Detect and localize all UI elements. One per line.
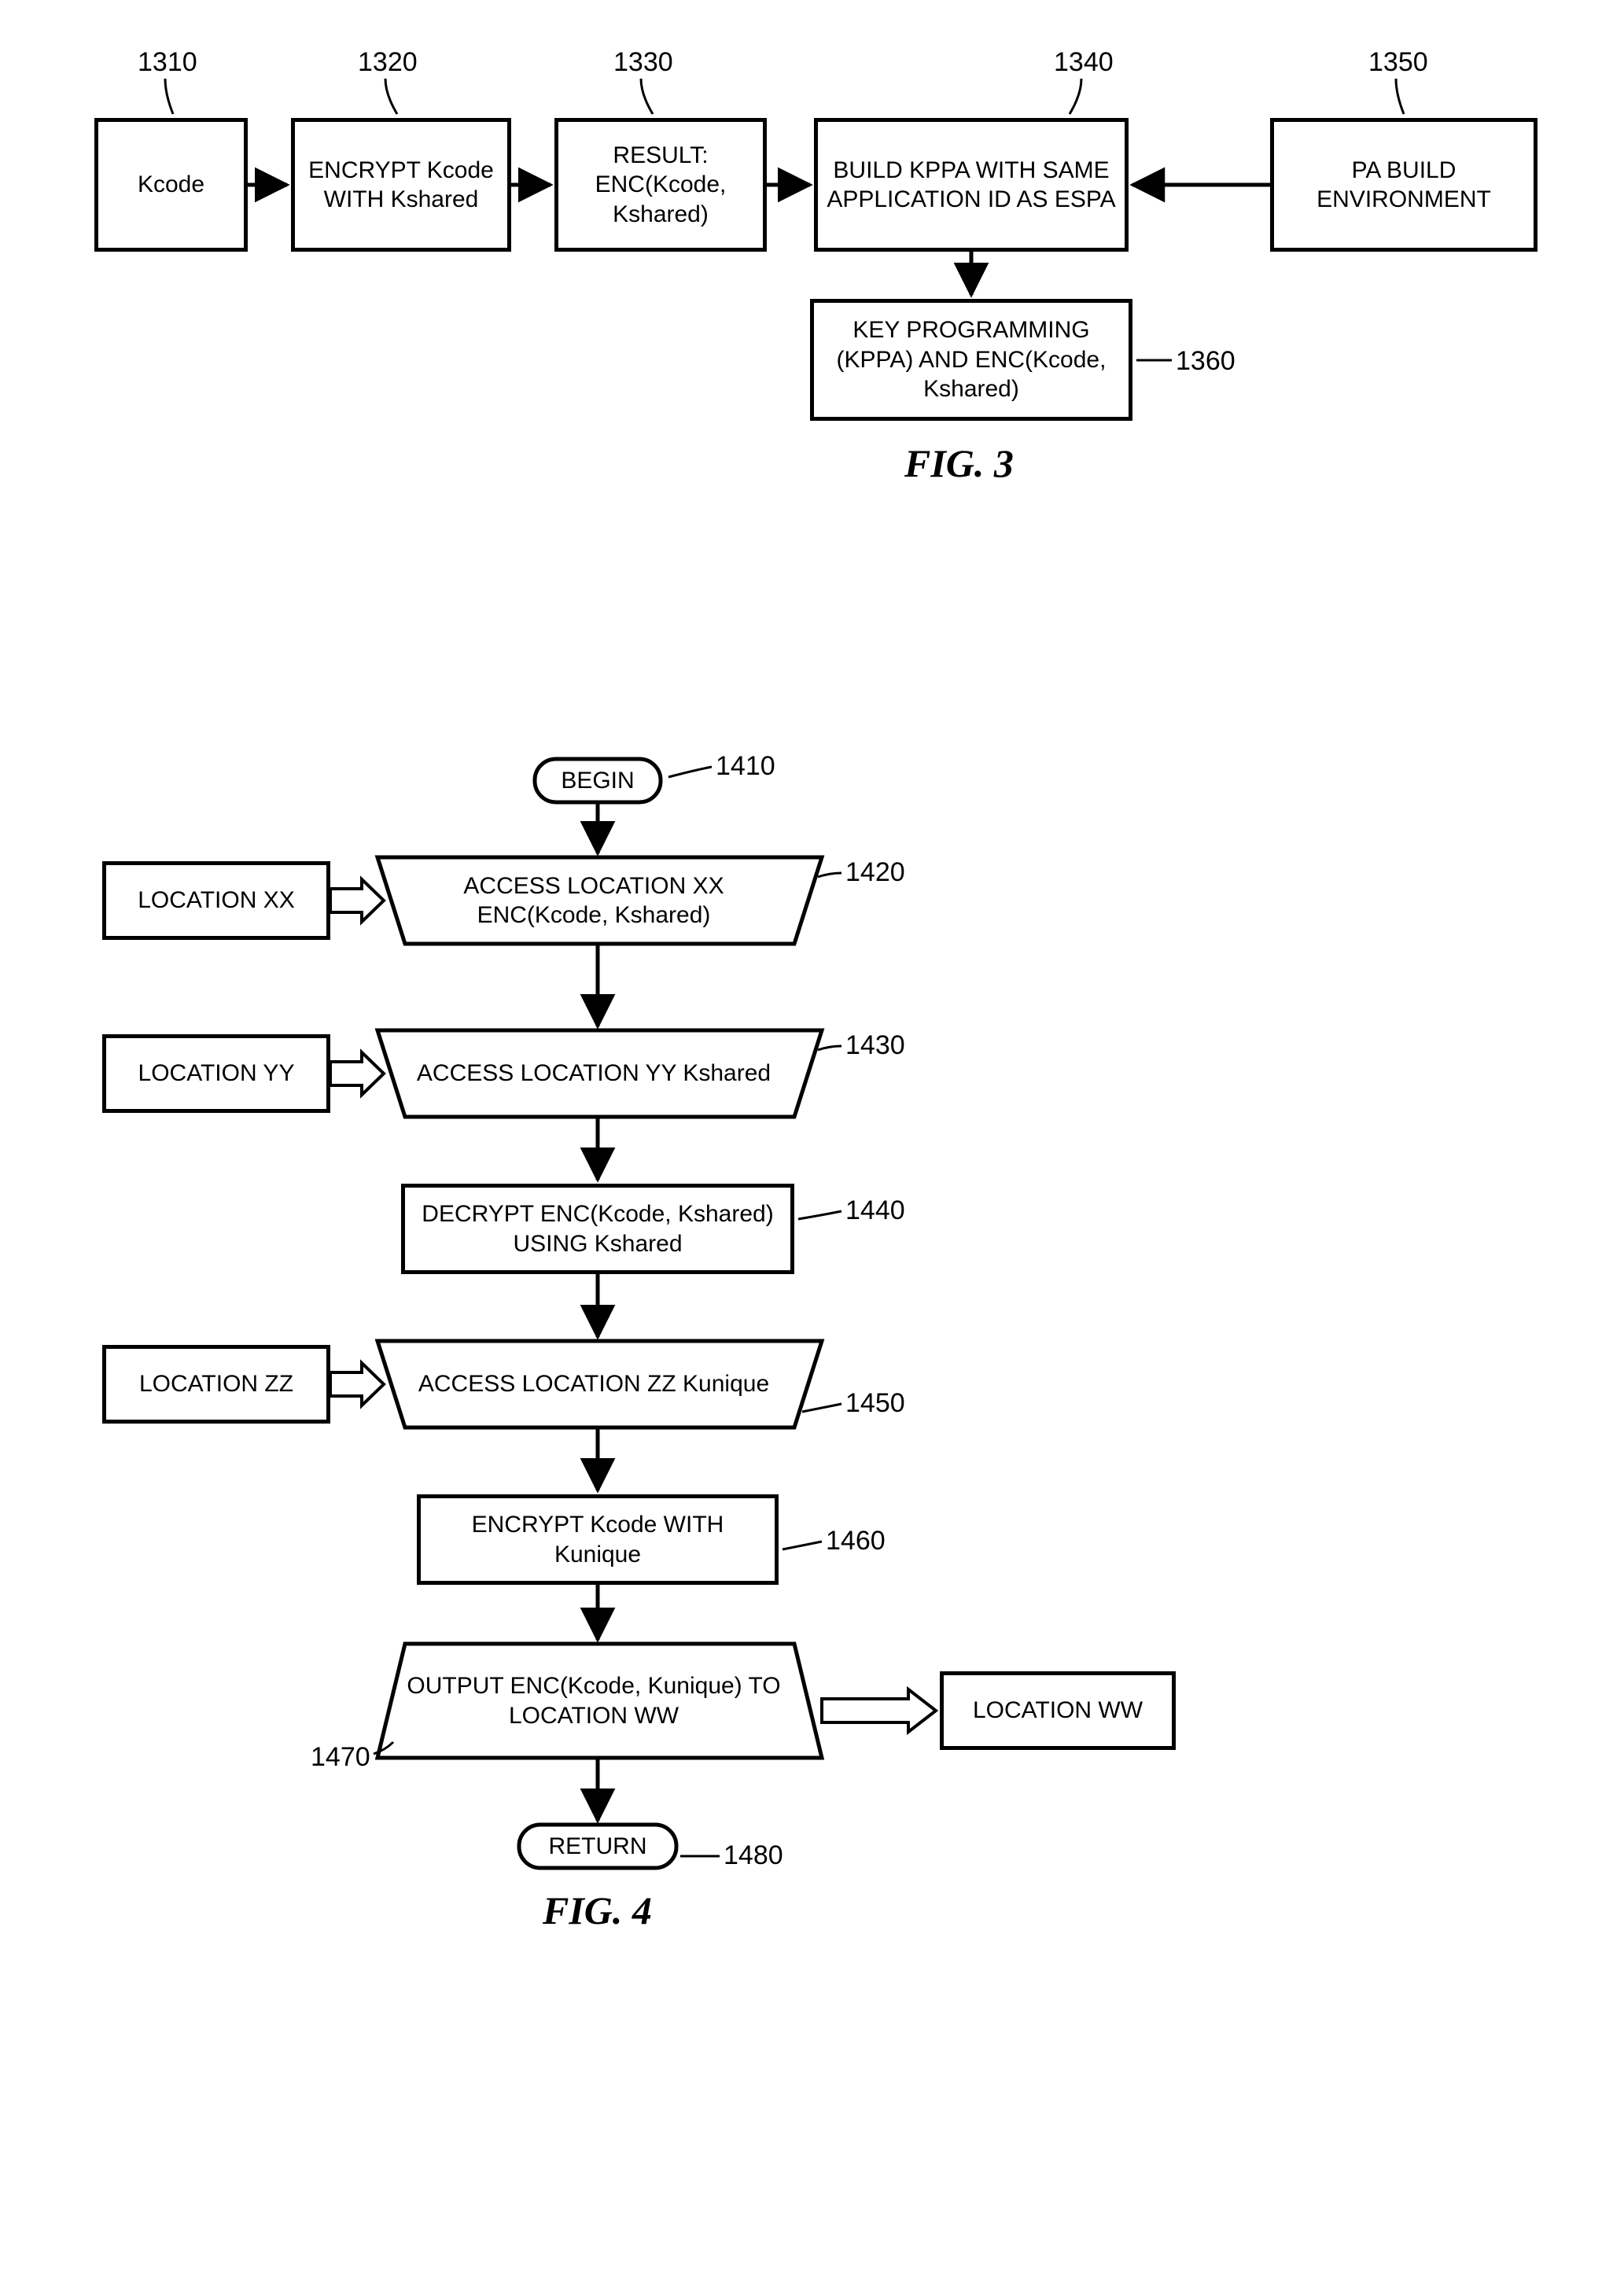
label-1460: 1460 [826,1526,886,1556]
box-1350-text: PA BUILD ENVIRONMENT [1279,156,1529,215]
box-1310: Kcode [94,118,248,252]
label-1430: 1430 [845,1030,905,1061]
loc-zz-box: LOCATION ZZ [102,1345,330,1424]
box-1340-text: BUILD KPPA WITH SAME APPLICATION ID AS E… [823,156,1120,215]
box-1310-text: Kcode [138,170,204,200]
label-1350: 1350 [1368,47,1428,78]
loc-yy-box: LOCATION YY [102,1034,330,1113]
box-1330-text: RESULT: ENC(Kcode, Kshared) [563,141,758,230]
loc-ww-box: LOCATION WW [940,1671,1176,1750]
loc-zz-text: LOCATION ZZ [139,1369,293,1399]
label-1410: 1410 [716,751,775,782]
label-1360: 1360 [1176,346,1235,377]
box-1340: BUILD KPPA WITH SAME APPLICATION ID AS E… [814,118,1129,252]
box-1320-text: ENCRYPT Kcode WITH Kshared [300,156,503,215]
term-1410-text: BEGIN [535,759,661,802]
label-1320: 1320 [358,47,418,78]
box-1440: DECRYPT ENC(Kcode, Kshared) USING Kshare… [401,1184,794,1274]
box-1320: ENCRYPT Kcode WITH Kshared [291,118,511,252]
trap-1420-text: ACCESS LOCATION XX ENC(Kcode, Kshared) [397,857,790,944]
loc-xx-text: LOCATION XX [138,886,294,915]
box-1360: KEY PROGRAMMING (KPPA) AND ENC(Kcode, Ks… [810,299,1132,421]
term-1480-text: RETURN [519,1825,676,1868]
label-1420: 1420 [845,857,905,888]
loc-ww-text: LOCATION WW [973,1696,1143,1726]
label-1310: 1310 [138,47,197,78]
trap-1450-text: ACCESS LOCATION ZZ Kunique [397,1341,790,1427]
trap-1470-text: OUTPUT ENC(Kcode, Kunique) TO LOCATION W… [397,1644,790,1758]
label-1330: 1330 [613,47,673,78]
label-1470: 1470 [311,1742,370,1773]
trap-1430-text: ACCESS LOCATION YY Kshared [397,1030,790,1117]
loc-xx-box: LOCATION XX [102,861,330,940]
box-1460: ENCRYPT Kcode WITH Kunique [417,1494,779,1585]
fig4-title: FIG. 4 [543,1888,652,1933]
box-1350: PA BUILD ENVIRONMENT [1270,118,1537,252]
label-1440: 1440 [845,1195,905,1226]
loc-yy-text: LOCATION YY [138,1059,295,1089]
box-1360-text: KEY PROGRAMMING (KPPA) AND ENC(Kcode, Ks… [819,315,1124,404]
box-1440-text: DECRYPT ENC(Kcode, Kshared) USING Kshare… [410,1199,786,1258]
fig3-title: FIG. 3 [904,440,1014,486]
label-1480: 1480 [724,1840,783,1871]
diagram-canvas: Kcode ENCRYPT Kcode WITH Kshared RESULT:… [47,47,1577,2248]
box-1460-text: ENCRYPT Kcode WITH Kunique [425,1510,770,1569]
label-1450: 1450 [845,1388,905,1419]
box-1330: RESULT: ENC(Kcode, Kshared) [554,118,767,252]
label-1340: 1340 [1054,47,1114,78]
